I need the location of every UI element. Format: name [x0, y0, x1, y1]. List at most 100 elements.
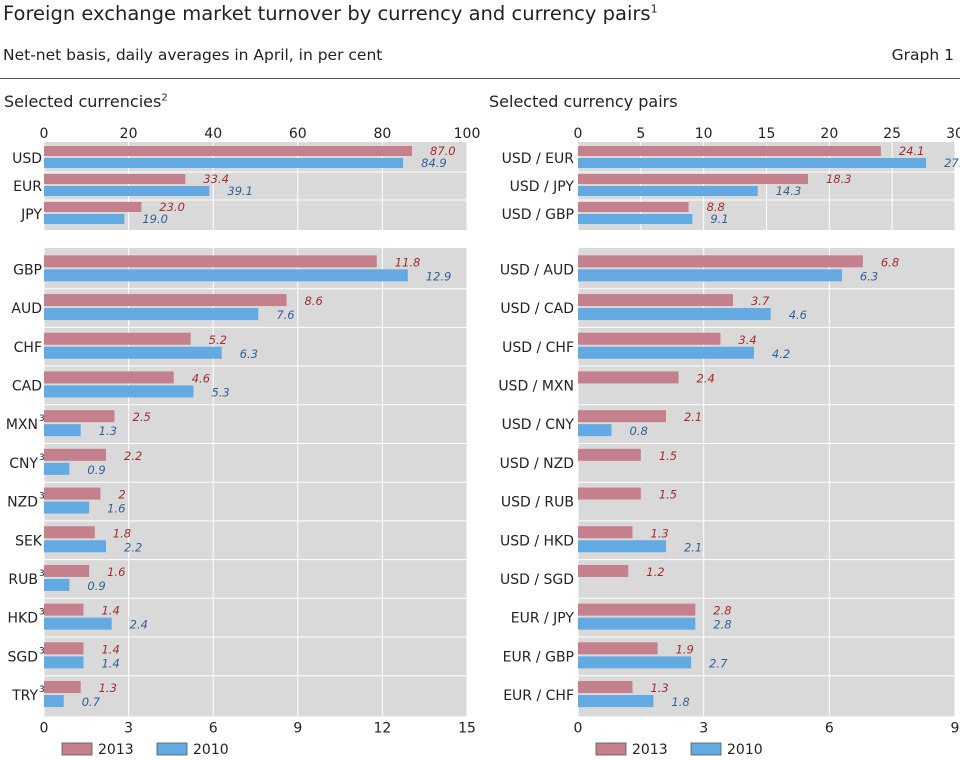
right-bottom-value-label-2010: 2.8 — [713, 618, 731, 632]
right-bottom-bar-2013 — [578, 448, 641, 461]
left-bottom-value-label-2010: 2.2 — [124, 540, 142, 554]
left-bottom-value-label-2010: 5.3 — [211, 385, 229, 399]
left-bottom-value-label-2013: 2.2 — [124, 449, 142, 463]
left-bottom-category-note: 3 — [39, 646, 45, 656]
left-top-bar-2013 — [44, 146, 413, 156]
right-bottom-category-label: USD / SGD — [500, 572, 574, 588]
right-bottom-value-label-2010: 1.8 — [671, 695, 689, 709]
left-bottom-bar-2010 — [44, 462, 70, 475]
left-top-tick-label: 60 — [289, 126, 307, 142]
right-bottom-bar-2010 — [578, 695, 654, 708]
left-top-value-label-2013: 33.4 — [203, 172, 229, 186]
left-bottom-bar-2010 — [44, 578, 70, 591]
left-bottom-tick-label: 9 — [293, 720, 302, 736]
left-top-value-label-2010: 84.9 — [421, 156, 447, 170]
left-bottom-tick-label: 6 — [209, 720, 218, 736]
right-bottom-value-label-2010: 4.2 — [772, 347, 790, 361]
right-top-category-label: USD / JPY — [510, 179, 575, 195]
left-bottom-value-label-2013: 1.4 — [101, 604, 119, 618]
left-bottom-value-label-2010: 0.9 — [87, 579, 105, 593]
left-bottom-bar-2010 — [44, 308, 259, 321]
left-top-value-label-2010: 39.1 — [227, 184, 253, 198]
left-bottom-tick-label: 15 — [458, 720, 476, 736]
left-bottom-bar-2013 — [44, 642, 84, 655]
right-bottom-bar-2013 — [578, 564, 629, 577]
right-bottom-value-label-2013: 1.5 — [659, 449, 677, 463]
right-bottom-value-label-2010: 0.8 — [630, 424, 648, 438]
right-bottom-category-label: EUR / JPY — [511, 611, 575, 627]
right-legend-swatch-2010 — [690, 742, 722, 756]
right-top-bar-2013 — [578, 146, 881, 156]
left-bottom-value-label-2010: 7.6 — [276, 308, 294, 322]
right-bottom-value-label-2013: 1.2 — [646, 565, 664, 579]
right-bottom-value-label-2010: 4.6 — [789, 308, 807, 322]
left-bottom-bar-2010 — [44, 269, 408, 282]
left-bottom-bar-2013 — [44, 603, 84, 616]
right-top-tick-label: 5 — [636, 126, 645, 142]
right-top-value-label-2013: 18.3 — [826, 172, 852, 186]
right-bottom-value-label-2013: 1.5 — [659, 488, 677, 502]
right-bottom-bar-2013 — [578, 487, 641, 500]
page-title: Foreign exchange market turnover by curr… — [3, 2, 658, 25]
left-bottom-value-label-2013: 5.2 — [209, 333, 227, 347]
right-top-bar-2010 — [578, 214, 693, 224]
left-bottom-bar-2010 — [44, 617, 112, 630]
left-bottom-value-label-2010: 12.9 — [426, 269, 452, 283]
right-bottom-value-label-2010: 2.7 — [709, 656, 728, 670]
left-bottom-bar-2010 — [44, 656, 84, 669]
right-bottom-tick-label: 0 — [574, 720, 583, 736]
left-top-bar-2010 — [44, 158, 404, 168]
left-bottom-value-label-2010: 0.7 — [82, 695, 101, 709]
left-bottom-bar-2010 — [44, 346, 222, 359]
right-bottom-bar-2013 — [578, 255, 863, 268]
left-bottom-category-note: 3 — [39, 414, 45, 424]
left-bottom-bar-2010 — [44, 424, 81, 437]
left-bottom-tick-label: 0 — [40, 720, 49, 736]
right-bottom-bar-2013 — [578, 294, 733, 307]
right-bottom-value-label-2013: 3.7 — [751, 294, 770, 308]
left-bottom-value-label-2013: 2.5 — [133, 410, 151, 424]
right-bottom-bar-2010 — [578, 540, 666, 553]
left-bottom-bar-2013 — [44, 564, 90, 577]
left-bottom-category-label: GBP — [13, 262, 42, 278]
left-bottom-value-label-2013: 1.4 — [101, 642, 119, 656]
left-top-tick-label: 40 — [204, 126, 222, 142]
left-bottom-bar-2013 — [44, 448, 107, 461]
left-bottom-bar-2010 — [44, 695, 64, 708]
right-bottom-value-label-2013: 3.4 — [738, 333, 756, 347]
right-bottom-value-label-2013: 1.9 — [676, 642, 694, 656]
right-bottom-value-label-2013: 1.3 — [650, 681, 668, 695]
right-bottom-bar-2013 — [578, 642, 658, 655]
right-bottom-category-label: USD / AUD — [500, 262, 574, 278]
right-bottom-category-label: USD / CAD — [500, 301, 574, 317]
left-bottom-category-label: HKD — [8, 611, 39, 627]
left-bottom-value-label-2013: 2 — [118, 488, 125, 502]
right-bottom-tick-label: 9 — [951, 720, 960, 736]
right-bottom-category-label: USD / CNY — [502, 417, 575, 433]
left-bottom-value-label-2013: 11.8 — [395, 255, 421, 269]
right-bottom-category-label: EUR / GBP — [503, 649, 574, 665]
left-bottom-bar-2013 — [44, 294, 287, 307]
right-top-tick-label: 10 — [695, 126, 713, 142]
left-bottom-value-label-2010: 6.3 — [240, 347, 258, 361]
left-top-bar-2010 — [44, 214, 125, 224]
right-top-bar-2013 — [578, 202, 689, 212]
right-top-value-label-2013: 8.8 — [707, 200, 725, 214]
right-top-bar-2010 — [578, 158, 927, 168]
left-legend-label-2013: 2013 — [98, 742, 134, 758]
left-top-category-label: EUR — [13, 179, 42, 195]
right-top-category-label: USD / GBP — [502, 207, 574, 223]
right-bottom-bar-2010 — [578, 424, 612, 437]
left-bottom-category-note: 3 — [39, 569, 45, 579]
left-top-bar-2013 — [44, 202, 142, 212]
left-bottom-category-label: CNY — [9, 456, 38, 472]
right-bottom-bar-2013 — [578, 410, 666, 423]
right-bottom-value-label-2010: 2.1 — [684, 540, 702, 554]
right-legend-swatch-2013 — [595, 742, 627, 756]
right-bottom-category-label: USD / RUB — [501, 495, 574, 511]
left-bottom-category-note: 3 — [39, 453, 45, 463]
left-bottom-bar-2013 — [44, 487, 101, 500]
left-bottom-value-label-2010: 2.4 — [130, 618, 148, 632]
left-bottom-category-label: MXN — [6, 417, 38, 433]
left-bottom-value-label-2013: 1.8 — [113, 526, 131, 540]
